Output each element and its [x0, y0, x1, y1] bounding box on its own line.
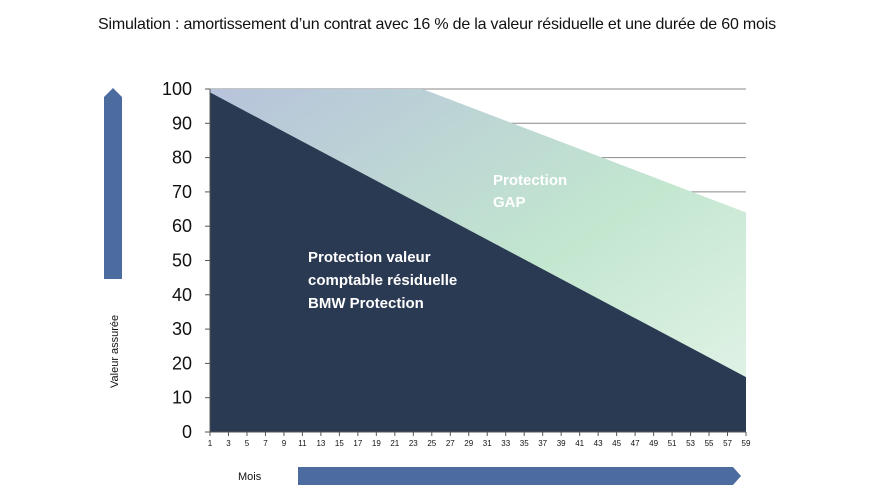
y-axis-arrow	[104, 88, 122, 279]
x-tick-label: 17	[353, 439, 362, 448]
annotation-line: GAP	[493, 194, 526, 211]
x-axis-arrow	[298, 467, 741, 485]
annotations: Protection valeur comptable résiduelle BMW…	[308, 172, 567, 312]
x-tick-label: 39	[557, 439, 566, 448]
y-tick-label: 20	[172, 353, 192, 373]
x-tick-label: 9	[282, 439, 287, 448]
x-tick-label: 35	[520, 439, 529, 448]
y-tick-label: 0	[182, 422, 192, 442]
y-tick-label: 10	[172, 388, 192, 408]
bmw-protection-label: Protection valeur comptable résiduelle BMW…	[308, 249, 457, 312]
x-tick-label: 55	[705, 439, 714, 448]
y-tick-label: 90	[172, 113, 192, 133]
x-tick-label: 49	[649, 439, 658, 448]
x-tick-label: 53	[686, 439, 695, 448]
x-tick-label: 31	[483, 439, 492, 448]
x-tick-label: 3	[226, 439, 231, 448]
y-ticks: 0 10 20 30 40 50 60 70 80 90 100	[162, 79, 210, 442]
x-tick-label: 37	[538, 439, 547, 448]
x-tick-label: 25	[427, 439, 436, 448]
x-tick-label: 41	[575, 439, 584, 448]
bmw-protection-area	[210, 92, 746, 433]
x-tick-label: 43	[594, 439, 603, 448]
y-tick-label: 40	[172, 285, 192, 305]
annotation-line: comptable résiduelle	[308, 272, 457, 289]
x-ticks: 1 3 5 7 9 11 13 15 17 19 21 23 25 27 29 31 33 35 37 39 41 43 4…	[208, 432, 751, 448]
x-tick-label: 51	[668, 439, 677, 448]
x-axis-title: Mois	[238, 471, 262, 483]
x-tick-label: 45	[612, 439, 621, 448]
y-tick-label: 50	[172, 251, 192, 271]
y-axis-title: Valeur assurée	[109, 315, 121, 388]
annotation-line: Protection valeur	[308, 249, 431, 266]
x-tick-label: 59	[742, 439, 751, 448]
x-tick-label: 33	[501, 439, 510, 448]
y-tick-label: 60	[172, 216, 192, 236]
y-tick-label: 80	[172, 148, 192, 168]
x-tick-label: 13	[316, 439, 325, 448]
x-tick-label: 21	[390, 439, 399, 448]
x-tick-label: 15	[335, 439, 344, 448]
x-tick-label: 1	[208, 439, 213, 448]
x-tick-label: 29	[464, 439, 473, 448]
x-tick-label: 7	[263, 439, 268, 448]
annotation-line: Protection	[493, 172, 567, 189]
x-tick-label: 27	[446, 439, 455, 448]
x-tick-label: 19	[372, 439, 381, 448]
x-tick-label: 23	[409, 439, 418, 448]
y-tick-label: 30	[172, 319, 192, 339]
x-tick-label: 57	[723, 439, 732, 448]
y-tick-label: 70	[172, 182, 192, 202]
x-tick-label: 11	[298, 439, 307, 448]
gap-protection-label: Protection GAP	[493, 172, 567, 211]
annotation-line: BMW Protection	[308, 295, 424, 312]
x-tick-label: 47	[631, 439, 640, 448]
x-tick-label: 5	[245, 439, 250, 448]
y-tick-label: 100	[162, 79, 192, 99]
chart-title: Simulation : amortissement d’un contrat …	[98, 16, 776, 33]
